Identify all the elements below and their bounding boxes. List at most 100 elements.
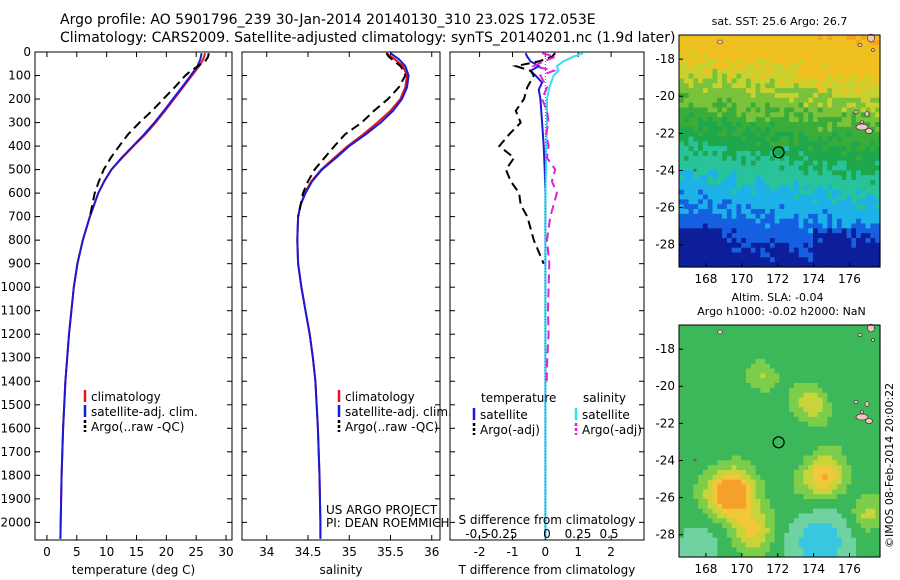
map-cell [760,325,766,331]
map-cell [846,233,852,239]
map-cell [693,170,699,176]
map-cell [750,542,757,548]
map-cell [856,175,862,181]
map-cell [736,368,742,374]
map-cell [717,136,723,142]
map-cell [712,412,718,418]
map-cell [860,238,867,244]
map-cell [702,73,709,80]
map-cell [793,368,800,374]
map-cell [746,455,752,461]
map-cell [793,325,800,331]
map-cell [731,450,738,457]
map-cell [813,523,819,529]
map-cell [789,334,795,341]
map-cell [736,392,742,399]
map-cell [717,431,723,437]
map-cell [774,441,781,447]
map-cell [846,78,852,84]
map-cell [827,383,833,389]
map-cell [769,436,776,442]
map-cell [870,83,876,89]
map-cell [784,107,790,113]
map-cell [860,252,867,258]
map-cell [769,479,776,486]
map-cell [813,402,819,408]
map-cell [789,257,795,263]
map-cell [698,257,704,263]
map-cell [722,445,728,452]
map-cell [722,194,728,200]
map-cell [851,503,857,510]
map-cell [875,416,881,423]
map-cell [822,547,828,553]
map-cell [693,460,699,466]
y-tick-label: 1500 [0,398,31,412]
y-tick-label: -28 [655,528,675,542]
map-cell [808,122,814,128]
map-cell [827,165,833,171]
map-cell [774,68,781,75]
map-cell [817,368,824,374]
map-cell [846,136,852,142]
map-cell [726,329,733,336]
map-cell [836,499,843,505]
map-cell [875,136,881,142]
map-cell [722,523,728,529]
map-cell [846,373,852,379]
map-cell [865,97,872,104]
map-cell [736,407,742,413]
map-cell [736,78,742,84]
project-annotation: US ARGO PROJECT [326,503,438,517]
map-cell [755,354,761,360]
map-cell [789,513,795,519]
map-cell [722,431,728,437]
map-cell [698,445,704,452]
map-cell [798,513,805,519]
legend-label: Argo(-adj) [582,423,642,437]
map-cell [813,262,819,268]
map-cell [741,102,747,109]
map-cell [856,247,862,254]
map-cell [808,44,814,51]
map-cell [860,358,867,365]
map-cell [769,184,776,191]
map-cell [774,242,781,249]
map-cell [722,223,728,229]
map-cell [722,349,728,355]
map-cell [813,228,819,234]
map-cell [789,479,795,486]
x-tick-label: 172 [766,272,789,286]
map-cell [707,146,714,152]
map-cell [841,112,848,118]
map-cell [774,184,781,191]
map-cell [870,68,876,75]
map-cell [870,73,876,80]
map-cell [774,542,781,548]
map-cell [832,373,838,379]
map-cell [722,170,728,176]
map-cell [750,450,757,457]
map-cell [841,242,848,249]
argo-position-marker [772,436,785,449]
map-cell [679,184,685,191]
map-cell [722,184,728,191]
map-cell [769,513,776,519]
map-cell [875,184,881,191]
map-cell [846,518,852,524]
map-cell [813,460,819,466]
map-cell [798,407,805,413]
map-cell [722,141,728,147]
map-cell [712,204,718,210]
map-cell [774,470,781,476]
map-cell [856,421,862,428]
y-tick-label: 1600 [0,421,31,435]
map-cell [798,73,805,80]
map-cell [860,223,867,229]
map-cell [817,465,824,471]
map-cell [688,368,694,374]
map-cell [793,489,800,495]
map-cell [769,378,776,384]
map-cell [736,397,742,403]
map-cell [774,537,781,544]
